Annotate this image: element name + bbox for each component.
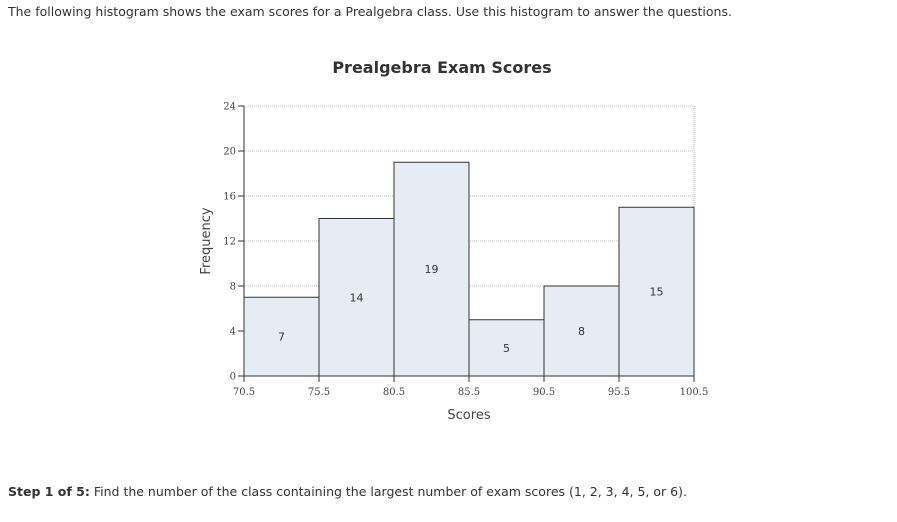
step-label: Step 1 of 5: <box>8 484 90 499</box>
x-tick-label: 85.5 <box>458 387 480 398</box>
x-tick-label: 70.5 <box>233 387 255 398</box>
histogram-bar <box>318 218 395 377</box>
x-tick-label: 75.5 <box>308 387 330 398</box>
bars: 7 14 19 5 8 15 <box>243 161 695 377</box>
histogram-bar <box>468 319 545 377</box>
chart-title: Prealgebra Exam Scores <box>332 58 551 77</box>
intro-text: The following histogram shows the exam s… <box>8 4 732 19</box>
bar-value-label: 14 <box>350 291 364 304</box>
x-tick-label: 80.5 <box>383 387 405 398</box>
bar-value-label: 5 <box>503 342 510 355</box>
y-tick-label: 0 <box>230 372 236 383</box>
bar-value-label: 15 <box>650 286 664 299</box>
histogram-bar <box>243 296 320 377</box>
x-tick-label: 90.5 <box>533 387 555 398</box>
bar-value-label: 19 <box>425 263 439 276</box>
y-axis-label: Frequency <box>199 207 214 274</box>
y-tick-label: 12 <box>223 237 236 248</box>
y-tick-label: 8 <box>230 282 236 293</box>
y-tick-label: 16 <box>223 192 236 203</box>
y-tick-label: 4 <box>230 327 236 338</box>
bar-value-label: 8 <box>578 325 585 338</box>
step-instruction: Step 1 of 5: Find the number of the clas… <box>8 484 687 499</box>
x-axis-label: Scores <box>447 408 490 423</box>
x-tick-label: 95.5 <box>608 387 630 398</box>
histogram-chart: Prealgebra Exam Scores Frequency Scores … <box>199 58 708 423</box>
bar-value-label: 7 <box>278 331 285 344</box>
axes: 0 4 8 12 16 20 24 70.5 75.5 80.5 85.5 90.5 95.5 100.5 <box>223 102 708 399</box>
y-tick-label: 20 <box>223 147 236 158</box>
histogram-bar <box>393 161 470 377</box>
histogram-bar <box>618 206 695 377</box>
step-text: Find the number of the class containing … <box>89 484 687 499</box>
y-tick-label: 24 <box>223 102 236 113</box>
x-tick-label: 100.5 <box>680 387 709 398</box>
